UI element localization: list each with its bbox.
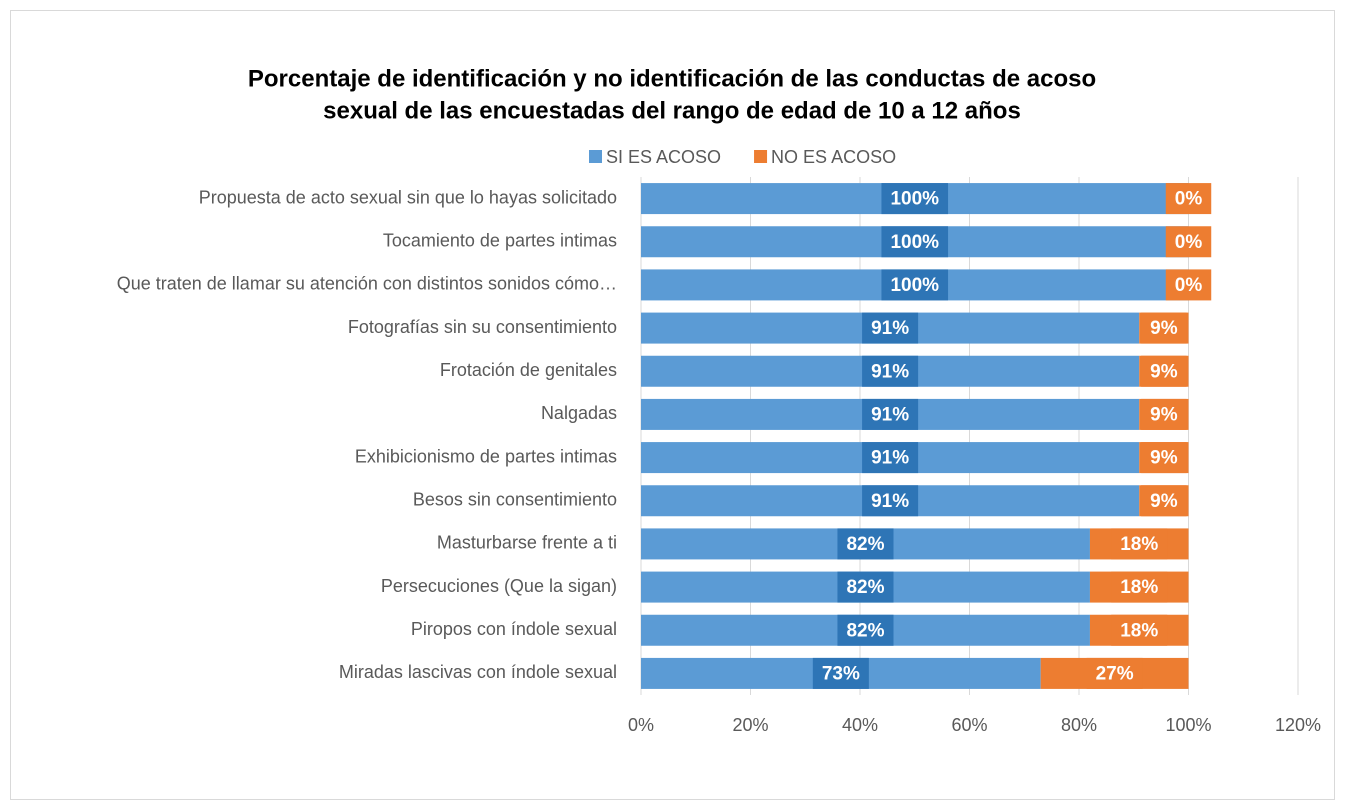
data-label: 9%	[1150, 318, 1178, 339]
data-label: 82%	[846, 534, 884, 555]
data-label-box	[1141, 398, 1187, 430]
data-label: 100%	[890, 232, 939, 253]
data-label-box	[1141, 312, 1187, 344]
data-label-box	[862, 312, 919, 344]
y-tick-label: Frotación de genitales	[440, 360, 617, 380]
data-label-box	[862, 398, 919, 430]
data-label-box	[862, 355, 919, 387]
x-tick-label: 120%	[1275, 715, 1321, 735]
data-label: 18%	[1120, 534, 1158, 555]
data-label: 91%	[871, 448, 909, 469]
y-tick-label: Besos sin consentimiento	[413, 490, 617, 510]
y-tick-label: Propuesta de acto sexual sin que lo haya…	[199, 187, 617, 207]
x-tick-label: 40%	[842, 715, 878, 735]
y-tick-label: Piropos con índole sexual	[411, 619, 617, 639]
data-label: 91%	[871, 361, 909, 382]
data-label-box	[1141, 355, 1187, 387]
data-label-box	[837, 528, 894, 560]
data-label-box	[1086, 657, 1143, 689]
data-label-box	[837, 614, 894, 646]
data-label-box	[862, 485, 919, 517]
data-label: 27%	[1096, 663, 1134, 684]
data-label: 9%	[1150, 404, 1178, 425]
data-label-box	[812, 657, 869, 689]
legend-swatch	[754, 150, 768, 163]
data-label: 91%	[871, 318, 909, 339]
data-label: 91%	[871, 404, 909, 425]
data-label: 18%	[1120, 577, 1158, 598]
x-tick-label: 0%	[628, 715, 654, 735]
data-label: 82%	[846, 620, 884, 641]
data-label-box	[1165, 183, 1212, 215]
data-label-box	[1141, 442, 1187, 474]
data-label-box	[1165, 226, 1212, 258]
data-label-box	[1165, 269, 1212, 301]
y-tick-label: Exhibicionismo de partes intimas	[355, 446, 617, 466]
data-label: 100%	[890, 275, 939, 296]
data-label: 100%	[890, 189, 939, 210]
y-tick-label: Que traten de llamar su atención con dis…	[117, 274, 617, 294]
y-tick-label: Nalgadas	[541, 403, 617, 423]
data-label: 0%	[1175, 189, 1203, 210]
x-tick-label: 60%	[951, 715, 987, 735]
chart-title: Porcentaje de identificación y no identi…	[248, 65, 1096, 92]
data-label-box	[1141, 485, 1187, 517]
data-label-box	[881, 183, 949, 215]
data-label: 18%	[1120, 620, 1158, 641]
data-label-box	[862, 442, 919, 474]
data-label-box	[881, 226, 949, 258]
y-tick-label: Miradas lascivas con índole sexual	[339, 662, 617, 682]
data-label-box	[1111, 614, 1168, 646]
y-tick-label: Masturbarse frente a ti	[437, 533, 617, 553]
y-tick-label: Tocamiento de partes intimas	[383, 231, 617, 251]
legend-label: SI ES ACOSO	[606, 147, 721, 167]
data-label-box	[1111, 571, 1168, 603]
chart-title: sexual de las encuestadas del rango de e…	[323, 97, 1021, 124]
data-label: 91%	[871, 491, 909, 512]
data-label: 9%	[1150, 491, 1178, 512]
data-label-box	[881, 269, 949, 301]
data-label: 0%	[1175, 275, 1203, 296]
data-label: 9%	[1150, 448, 1178, 469]
x-tick-label: 100%	[1165, 715, 1211, 735]
data-label: 73%	[822, 663, 860, 684]
legend-label: NO ES ACOSO	[771, 147, 896, 167]
data-label-box	[1111, 528, 1168, 560]
data-label: 9%	[1150, 361, 1178, 382]
data-label: 0%	[1175, 232, 1203, 253]
legend-swatch	[589, 150, 602, 163]
x-tick-label: 20%	[732, 715, 768, 735]
data-label-box	[837, 571, 894, 603]
y-tick-label: Persecuciones (Que la sigan)	[381, 576, 617, 596]
data-label: 82%	[846, 577, 884, 598]
x-tick-label: 80%	[1061, 715, 1097, 735]
y-tick-label: Fotografías sin su consentimiento	[348, 317, 617, 337]
